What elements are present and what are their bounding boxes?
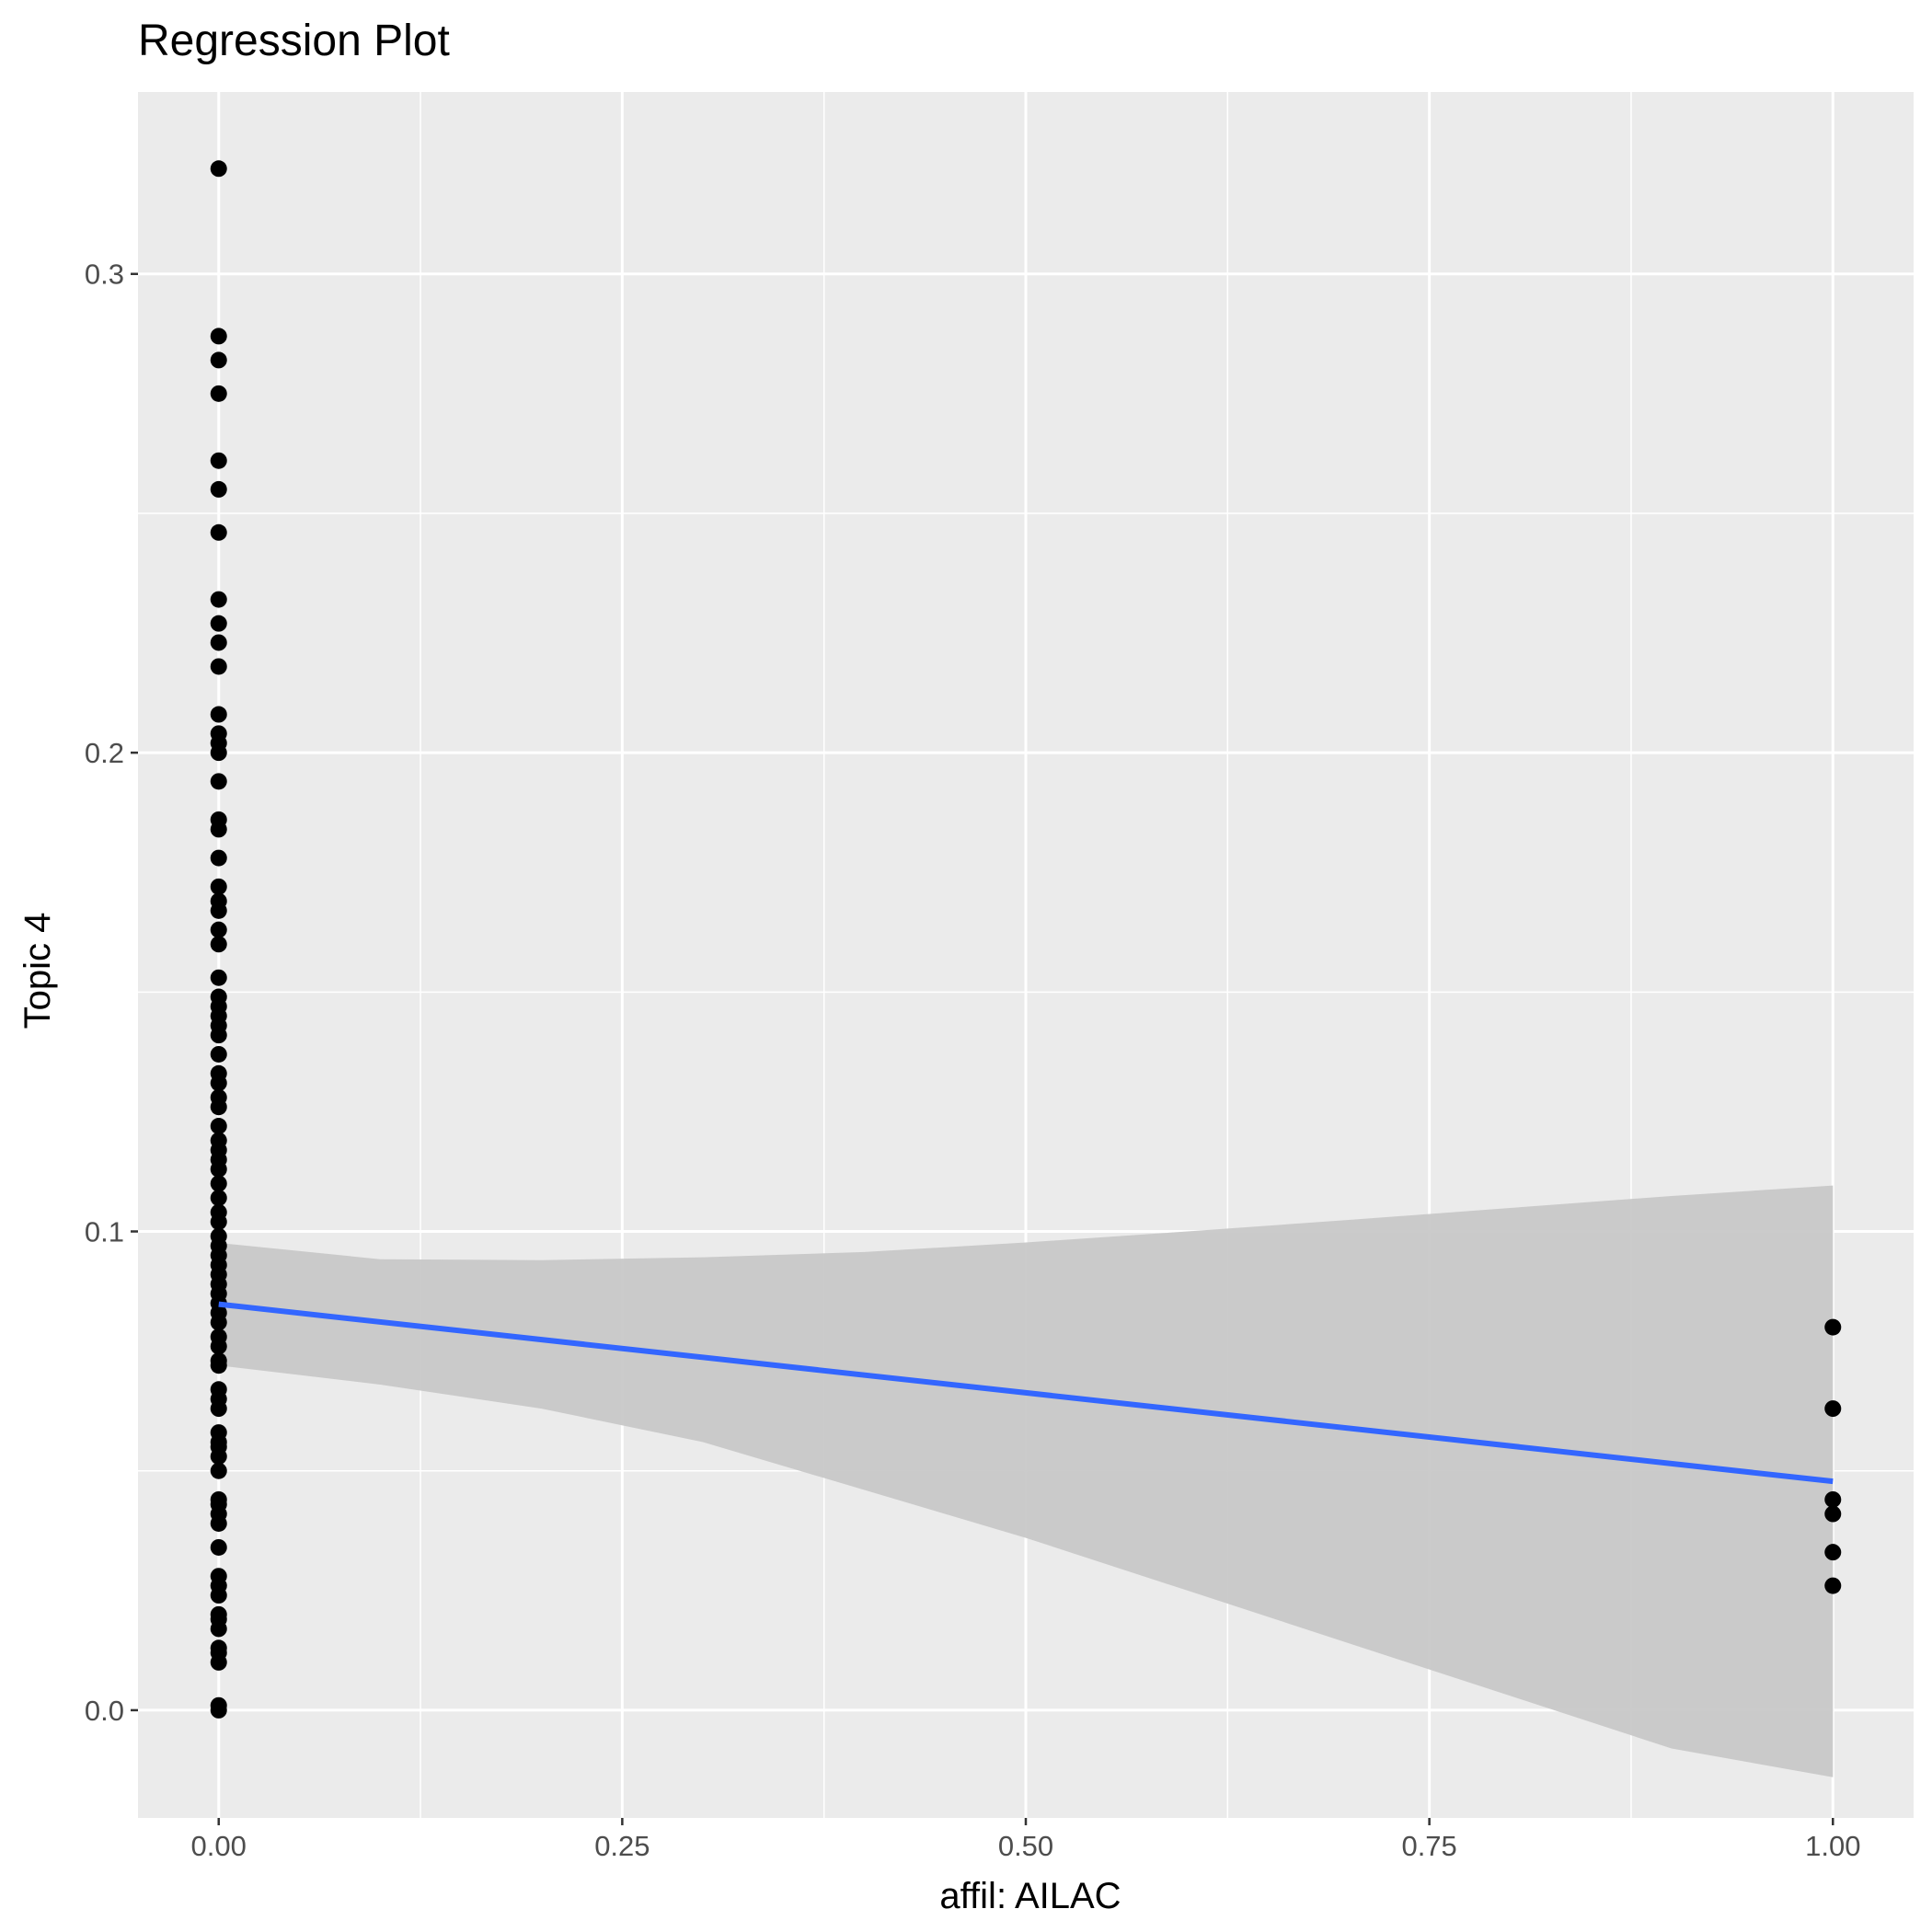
x-tick-label: 0.25 xyxy=(594,1830,650,1862)
data-point xyxy=(210,1314,227,1331)
data-point xyxy=(1824,1544,1842,1561)
y-tick-label: 0.3 xyxy=(85,259,124,291)
grid-lines xyxy=(138,92,1914,1818)
y-tick-label: 0.2 xyxy=(85,737,124,769)
y-axis-title: Topic 4 xyxy=(17,913,58,1029)
data-point xyxy=(210,744,227,762)
data-point xyxy=(1824,1490,1842,1508)
confidence-band xyxy=(218,1185,1834,1777)
x-tick-label: 1.00 xyxy=(1805,1830,1860,1862)
y-axis: 0.0 0.1 0.2 0.3 xyxy=(85,259,138,1727)
data-point xyxy=(210,634,227,651)
chart-title: Regression Plot xyxy=(138,17,450,65)
data-point xyxy=(210,523,227,541)
data-point xyxy=(210,1175,227,1192)
data-point xyxy=(210,1160,227,1178)
data-point xyxy=(210,1587,227,1604)
data-point xyxy=(1824,1577,1842,1594)
data-point xyxy=(210,902,227,919)
data-point xyxy=(210,160,227,178)
data-point xyxy=(210,1118,227,1135)
regression-line xyxy=(218,1301,1834,1485)
data-point xyxy=(210,878,227,895)
data-point xyxy=(210,615,227,632)
confidence-band-layer xyxy=(218,1185,1834,1777)
x-axis-title: affil: AILAC xyxy=(939,1876,1121,1916)
data-point xyxy=(210,385,227,402)
data-point xyxy=(210,328,227,345)
points-layer xyxy=(210,160,1842,1719)
data-point xyxy=(210,1514,227,1532)
data-point xyxy=(210,1448,227,1466)
regression-line-layer xyxy=(218,1301,1834,1485)
data-point xyxy=(210,1098,227,1116)
y-tick-label: 0.1 xyxy=(85,1216,124,1248)
data-point xyxy=(210,1213,227,1231)
data-point xyxy=(210,591,227,608)
data-point xyxy=(1824,1400,1842,1418)
data-point xyxy=(210,1653,227,1671)
data-point xyxy=(210,1045,227,1063)
data-point xyxy=(210,1462,227,1479)
data-point xyxy=(210,658,227,675)
x-tick-label: 0.50 xyxy=(998,1830,1053,1862)
data-point xyxy=(210,1190,227,1207)
data-point xyxy=(210,706,227,723)
data-point xyxy=(210,1357,227,1374)
data-point xyxy=(210,936,227,953)
data-point xyxy=(210,1701,227,1719)
data-point xyxy=(210,821,227,838)
data-point xyxy=(210,1620,227,1638)
x-tick-label: 0.00 xyxy=(191,1830,247,1862)
data-point xyxy=(210,351,227,369)
data-point xyxy=(210,452,227,469)
data-point xyxy=(210,969,227,986)
data-point xyxy=(210,921,227,938)
data-point xyxy=(210,480,227,498)
data-point xyxy=(210,1338,227,1355)
data-point xyxy=(1824,1505,1842,1523)
data-point xyxy=(210,1027,227,1044)
y-tick-label: 0.0 xyxy=(85,1695,124,1727)
data-point xyxy=(210,849,227,867)
data-point xyxy=(210,1538,227,1556)
data-point xyxy=(1824,1318,1842,1336)
x-tick-label: 0.75 xyxy=(1401,1830,1456,1862)
x-axis: 0.00 0.25 0.50 0.75 1.00 xyxy=(191,1818,1860,1862)
data-point xyxy=(210,1075,227,1092)
data-point xyxy=(210,773,227,790)
data-point xyxy=(210,1400,227,1418)
